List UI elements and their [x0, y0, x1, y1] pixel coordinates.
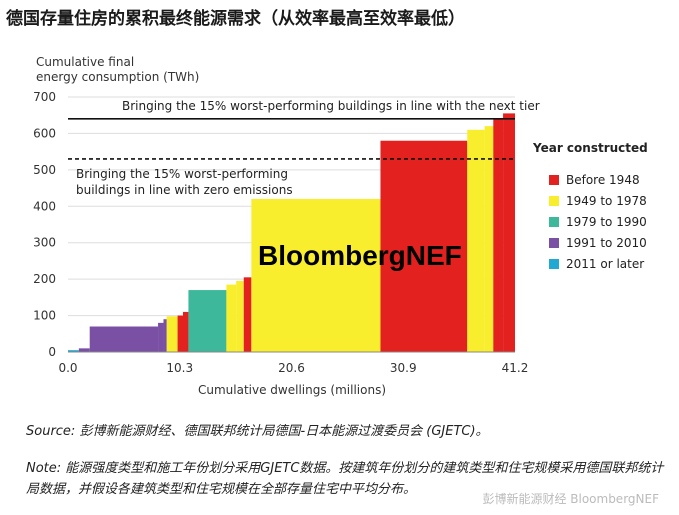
brand-logo: BloombergNEF [258, 240, 462, 271]
ref-line-zero-emissions-label-line1: Bringing the 15% worst-performing [76, 167, 288, 181]
legend-swatch [549, 217, 559, 227]
x-tick-label: 10.3 [166, 361, 193, 375]
y-tick-labels: 0 100 200 300 400 500 600 700 [33, 90, 56, 359]
bar-segment [89, 326, 159, 352]
y-tick-label: 500 [33, 163, 56, 177]
y-tick-label: 200 [33, 272, 56, 286]
x-axis-title: Cumulative dwellings (millions) [198, 383, 386, 397]
y-axis-title-line1: Cumulative final [36, 55, 134, 69]
bar-segment [493, 118, 504, 352]
x-tick-labels: 0.0 10.3 20.6 30.9 41.2 [58, 361, 528, 375]
bar-segment [484, 126, 494, 353]
reference-lines [68, 118, 515, 160]
bar-segment [183, 311, 189, 352]
x-tick-label: 20.6 [278, 361, 305, 375]
bar-segment [188, 290, 227, 352]
y-tick-label: 600 [33, 126, 56, 140]
chart: Cumulative final energy consumption (TWh… [33, 55, 648, 397]
legend-label: 1949 to 1978 [566, 194, 647, 208]
legend-swatch [549, 238, 559, 248]
legend-title: Year constructed [532, 141, 648, 155]
ref-line-zero-emissions-label-line2: buildings in line with zero emissions [76, 183, 293, 197]
legend: Before 1948 1949 to 1978 1979 to 1990 1991 … [549, 173, 647, 271]
legend-swatch [549, 259, 559, 269]
bar-segment [236, 280, 244, 352]
y-tick-label: 400 [33, 199, 56, 213]
y-tick-label: 300 [33, 236, 56, 250]
bar-segment [251, 199, 381, 352]
x-tick-label: 30.9 [390, 361, 417, 375]
bars [68, 113, 515, 353]
bar-segment [467, 129, 485, 352]
bar-segment [380, 140, 468, 352]
watermark: 彭博新能源财经 BloombergNEF [482, 492, 659, 506]
legend-label: 1991 to 2010 [566, 236, 647, 250]
bar-segment [68, 350, 79, 352]
y-axis-title-line2: energy consumption (TWh) [36, 70, 199, 84]
y-tick-label: 100 [33, 309, 56, 323]
legend-label: 1979 to 1990 [566, 215, 647, 229]
bar-segment [177, 315, 184, 352]
legend-label: Before 1948 [566, 173, 640, 187]
bar-segment [503, 113, 515, 353]
footnote: Note: 能源强度类型和施工年份划分采用GJETC数据。按建筑年份划分的建筑类… [26, 461, 664, 497]
legend-swatch [549, 196, 559, 206]
source-note: Source: 彭博新能源财经、德国联邦统计局德国-日本能源过渡委员会 (GJE… [26, 424, 489, 439]
bar-segment [163, 319, 167, 352]
x-tick-label: 41.2 [502, 361, 529, 375]
legend-swatch [549, 175, 559, 185]
legend-label: 2011 or later [566, 257, 644, 271]
y-tick-label: 0 [48, 345, 56, 359]
chart-title: 德国存量住房的累积最终能源需求（从效率最高至效率最低） [6, 9, 465, 29]
ref-line-next-tier-label: Bringing the 15% worst-performing buildi… [122, 99, 540, 113]
bar-segment [166, 316, 178, 352]
bar-segment [226, 284, 237, 352]
x-tick-label: 0.0 [58, 361, 77, 375]
bar-segment [243, 277, 252, 352]
bar-segment [158, 322, 164, 352]
y-tick-label: 700 [33, 90, 56, 104]
bar-segment [78, 348, 90, 352]
